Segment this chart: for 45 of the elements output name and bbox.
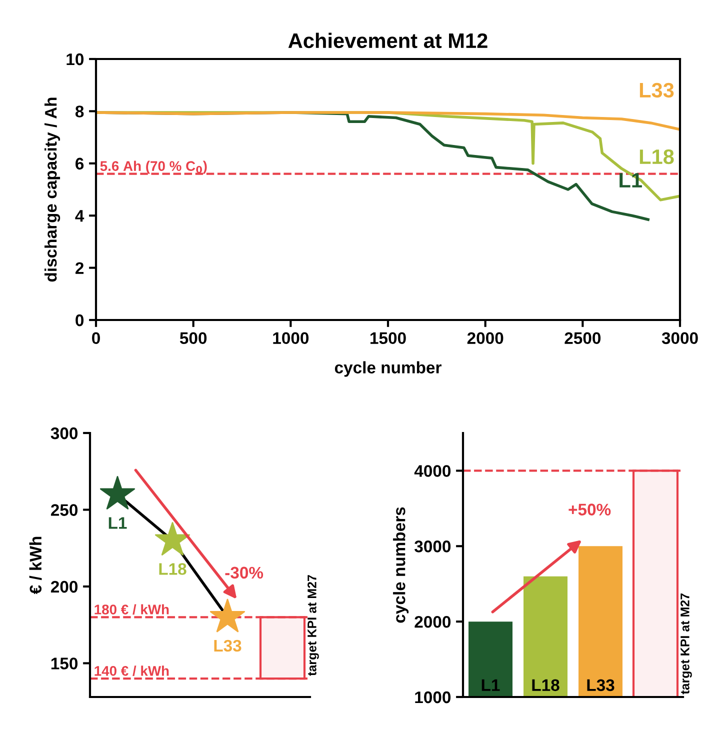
x-axis-title: cycle number <box>334 361 442 377</box>
y-axis-title: € / kWh <box>29 536 42 594</box>
y-tick-label: 150 <box>51 658 78 670</box>
x-tick-label: 500 <box>180 332 207 344</box>
category-label: L18 <box>532 679 560 692</box>
band-label: target KPI at M27 <box>680 593 692 694</box>
category-label: L33 <box>587 679 614 692</box>
series-label: L1 <box>620 173 642 188</box>
series-label: L1 <box>108 517 127 529</box>
y-tick-label: 250 <box>50 504 78 516</box>
y-tick-label: 3000 <box>414 540 451 552</box>
y-tick-label: 4 <box>75 210 84 222</box>
x-tick-label: 1500 <box>370 332 406 344</box>
point <box>100 476 136 510</box>
point <box>210 598 246 632</box>
y-tick-label: 4000 <box>414 465 451 477</box>
x-tick-label: 1000 <box>273 332 309 344</box>
x-tick-label: 0 <box>92 332 100 344</box>
y-tick-label: 6 <box>76 158 84 170</box>
line-series <box>96 111 680 131</box>
x-tick-label: 3000 <box>662 332 698 344</box>
y-tick-label: 300 <box>50 427 78 440</box>
y-tick-label: 10 <box>66 53 84 66</box>
series-label: L18 <box>640 149 674 164</box>
y-tick-label: 0 <box>76 314 84 326</box>
y-axis-title: discharge capacity / Ah <box>44 98 60 282</box>
y-tick-label: 200 <box>50 580 78 593</box>
x-tick-label: 2000 <box>467 332 504 344</box>
y-tick-label: 2000 <box>414 616 451 628</box>
annotation: +50% <box>568 504 611 516</box>
category-label: L1 <box>482 679 500 691</box>
chart-title: Achievement at M12 <box>288 32 488 48</box>
y-tick-label: 8 <box>75 106 84 118</box>
ref-line-label: 140 € / kWh <box>94 666 169 676</box>
ref-line-label: 180 € / kWh <box>94 604 169 615</box>
ref-line-label: 5.6 Ah (70 % C$_{0}$) <box>100 160 207 174</box>
y-tick-label: 1000 <box>415 691 451 704</box>
y-axis-title: cycle numbers <box>393 507 409 623</box>
annotation: -30% <box>225 566 264 579</box>
series-label: L18 <box>159 563 186 575</box>
y-tick-label: 2 <box>76 262 84 274</box>
band-label: target KPI at M27 <box>308 575 319 676</box>
x-tick-label: 2500 <box>564 332 601 344</box>
series-label: L33 <box>640 82 674 98</box>
series-label: L33 <box>214 640 242 652</box>
